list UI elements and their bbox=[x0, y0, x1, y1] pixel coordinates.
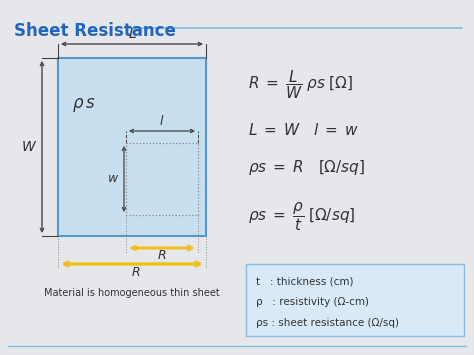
Text: $l$: $l$ bbox=[159, 114, 164, 128]
Text: $R$: $R$ bbox=[157, 249, 167, 262]
Bar bbox=[58, 58, 206, 236]
Text: $L\;=\;W\quad l\;=\;w$: $L\;=\;W\quad l\;=\;w$ bbox=[248, 122, 359, 138]
Text: $\rho s\;=\;\dfrac{\rho}{t}\;[\Omega/sq]$: $\rho s\;=\;\dfrac{\rho}{t}\;[\Omega/sq]… bbox=[248, 200, 356, 233]
Text: $W$: $W$ bbox=[21, 140, 37, 154]
Text: $R\;=\;\dfrac{L}{W}\;\rho s\;[\Omega]$: $R\;=\;\dfrac{L}{W}\;\rho s\;[\Omega]$ bbox=[248, 68, 353, 101]
Bar bbox=[246, 264, 464, 336]
Text: $\rho\,s$: $\rho\,s$ bbox=[72, 96, 96, 114]
Text: t   : thickness (cm): t : thickness (cm) bbox=[256, 276, 354, 286]
Text: $w$: $w$ bbox=[107, 173, 119, 186]
Bar bbox=[126, 143, 198, 215]
Text: Sheet Resistance: Sheet Resistance bbox=[14, 22, 176, 40]
Text: ρs : sheet resistance (Ω/sq): ρs : sheet resistance (Ω/sq) bbox=[256, 318, 399, 328]
Text: $R$: $R$ bbox=[131, 266, 141, 279]
Text: ρ   : resistivity (Ω-cm): ρ : resistivity (Ω-cm) bbox=[256, 297, 369, 307]
Text: $\rho s\;=\;R\quad[\Omega/sq]$: $\rho s\;=\;R\quad[\Omega/sq]$ bbox=[248, 158, 365, 177]
Text: $L$: $L$ bbox=[128, 27, 137, 41]
Text: Material is homogeneous thin sheet: Material is homogeneous thin sheet bbox=[44, 288, 220, 298]
